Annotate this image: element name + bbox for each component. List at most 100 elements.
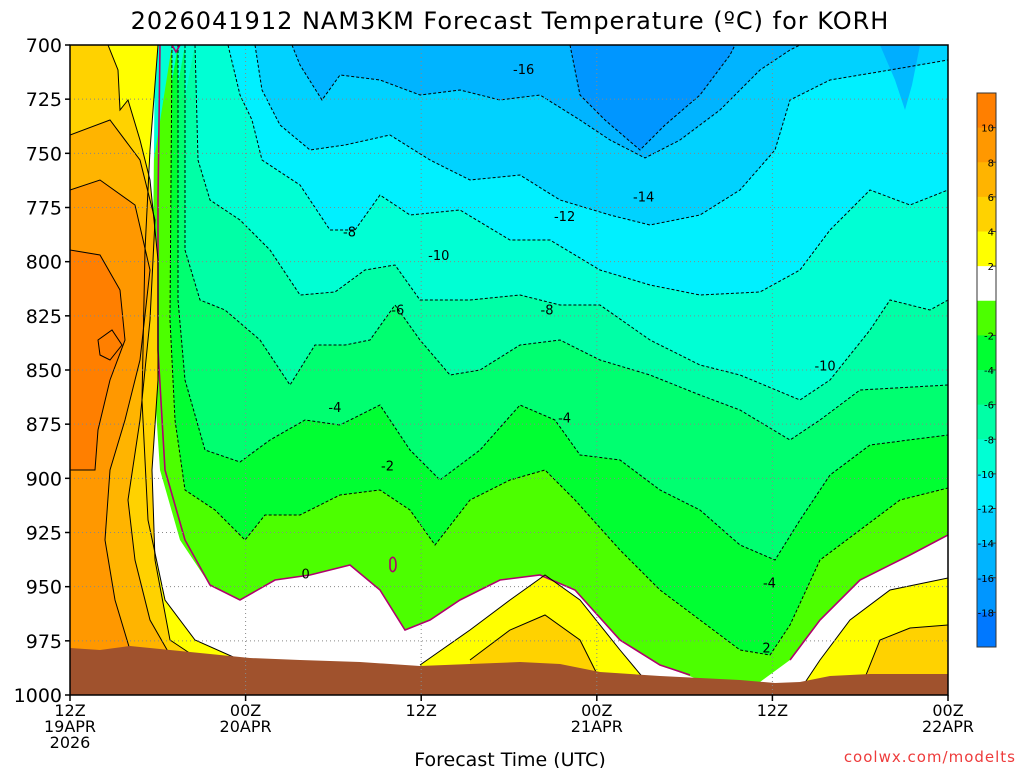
contour-label: -12	[554, 210, 575, 225]
colorbar: 10 8 6 4 2 -2 -4 -6 -8 -10 -12 -14 -16 -18	[976, 92, 997, 648]
colorbar-label: -14	[978, 539, 994, 550]
colorbar-swatch	[977, 439, 996, 475]
chart-title: 2026041912 NAM3KM Forecast Temperature (…	[131, 7, 890, 35]
contour-2-middle	[419, 574, 646, 681]
solid-contour-lines	[70, 45, 948, 691]
colorbar-label: 8	[988, 158, 994, 169]
colorbar-swatch	[977, 543, 996, 579]
contour-labels: -16 -14 -12 -10 -8 -8 -10 -6 -4 -4 -4 -2 0 2	[301, 63, 835, 656]
contour-2-right	[799, 577, 948, 691]
band-minus-18-to-minus-20	[570, 45, 735, 150]
colorbar-swatch	[977, 127, 996, 163]
contour-minus-12	[254, 45, 948, 226]
contour-label: -14	[633, 191, 654, 206]
colorbar-label: -2	[984, 331, 994, 342]
y-tick-label: 700	[26, 35, 62, 57]
contour-2-left	[141, 45, 281, 666]
plot-area	[70, 45, 948, 695]
y-tick-label: 1000	[14, 685, 62, 707]
colorbar-swatch	[977, 404, 996, 440]
colorbar-swatch	[977, 473, 996, 509]
contour-label: 0	[301, 568, 309, 583]
x-tick-label: 22APR	[922, 717, 974, 736]
contour-4-right	[859, 624, 948, 691]
contour-10-left	[70, 249, 126, 471]
x-tick-label: 12Z	[54, 701, 85, 720]
colorbar-label: -12	[978, 505, 994, 516]
contour-6-left	[70, 119, 171, 656]
contour-label: -4	[763, 576, 776, 591]
y-tick-label: 900	[26, 468, 62, 490]
grid-lines	[70, 45, 948, 695]
contour-label: -10	[814, 360, 835, 375]
contour-zero-loop	[389, 556, 397, 573]
colorbar-label: -4	[984, 366, 994, 377]
colorbar-label: -6	[984, 401, 994, 412]
contour-label: -10	[428, 249, 449, 264]
colorbar-label: -18	[978, 608, 994, 619]
dashed-contour-lines	[169, 45, 948, 656]
colorbar-swatch	[977, 300, 996, 336]
x-tick-label: 00Z	[581, 701, 612, 720]
contour-minus-10	[227, 45, 948, 296]
y-tick-label: 800	[26, 252, 62, 274]
contour-12-left	[97, 329, 123, 361]
colorbar-swatch	[977, 370, 996, 406]
colorbar-swatch	[977, 93, 996, 129]
x-axis-title: Forecast Time (UTC)	[414, 749, 605, 768]
x-tick-label: 00Z	[932, 701, 963, 720]
contour-minus-16	[569, 45, 736, 151]
y-tick-label: 875	[26, 414, 62, 436]
colorbar-label: 2	[988, 262, 994, 273]
y-axis: 700 725 750 775 800 825 850 875 900 925 950 975 1000	[14, 35, 70, 707]
y-tick-label: 775	[26, 198, 62, 220]
contour-zero-right	[789, 534, 948, 661]
colorbar-swatch	[977, 196, 996, 232]
contour-minus-8	[194, 45, 948, 401]
credit-text: coolwx.com/modelts	[844, 748, 1016, 766]
x-tick-label: 19APR	[44, 717, 96, 736]
colorbar-label: 10	[981, 124, 994, 135]
x-tick-label: 00Z	[230, 701, 261, 720]
contour-label: -2	[381, 459, 394, 474]
contour-4-left	[107, 45, 201, 661]
colorbar-label: -8	[984, 435, 994, 446]
y-tick-label: 975	[26, 631, 62, 653]
colorbar-swatch	[977, 577, 996, 613]
contour-label: -4	[328, 401, 341, 416]
contour-zero-top	[171, 45, 181, 54]
contour-8-left	[70, 179, 151, 651]
colorbar-swatch	[977, 335, 996, 371]
ground-terrain	[70, 646, 948, 695]
contour-label: -16	[513, 63, 534, 78]
y-tick-label: 825	[26, 306, 62, 328]
contour-minus-2	[169, 45, 948, 656]
colorbar-swatch	[977, 231, 996, 267]
y-tick-label: 850	[26, 360, 62, 382]
contour-label: -8	[541, 303, 554, 318]
contour-zero	[157, 45, 691, 676]
colorbar-label: 6	[988, 193, 994, 204]
x-tick-label: 12Z	[757, 701, 788, 720]
x-tick-label: 12Z	[406, 701, 437, 720]
contour-label: -6	[391, 303, 404, 318]
zero-contour-lines	[157, 45, 948, 676]
band-minus-2-to-minus-4	[70, 45, 948, 695]
colorbar-label: -10	[978, 470, 994, 481]
colorbar-swatch	[977, 508, 996, 544]
x-tick-label: 20APR	[220, 717, 272, 736]
colorbar-label: -16	[978, 574, 994, 585]
band-minus-18-patch	[880, 45, 920, 110]
contour-4-middle	[469, 614, 601, 681]
contour-label: -8	[343, 225, 356, 240]
y-tick-label: 950	[26, 577, 62, 599]
colorbar-swatch	[977, 266, 996, 302]
band-10-to-12-left	[70, 250, 125, 470]
y-tick-label: 725	[26, 89, 62, 111]
contour-label: 2	[762, 641, 770, 656]
y-tick-label: 750	[26, 143, 62, 165]
colorbar-swatch	[977, 162, 996, 198]
x-tick-label: 21APR	[571, 717, 623, 736]
